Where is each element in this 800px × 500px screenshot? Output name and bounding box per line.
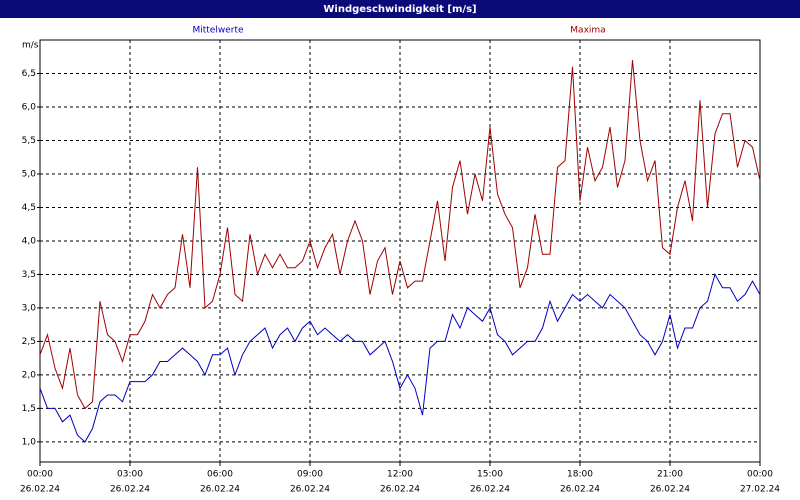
- x-tick-label: 21:00: [657, 470, 683, 480]
- y-tick-label: 1,5: [22, 404, 36, 414]
- y-tick-label: 1,0: [22, 437, 37, 447]
- title-bar: [0, 0, 800, 18]
- y-tick-label: 2,5: [22, 337, 36, 347]
- x-tick-date: 26.02.24: [560, 485, 600, 495]
- y-tick-label: 2,0: [22, 370, 37, 380]
- x-tick-date: 26.02.24: [650, 485, 690, 495]
- y-tick-label: 6,5: [22, 69, 36, 79]
- x-tick-label: 00:00: [27, 470, 53, 480]
- series-line: [39, 273, 761, 443]
- x-tick-label: 03:00: [117, 470, 143, 480]
- x-tick-label: 00:00: [747, 470, 773, 480]
- x-tick-date: 26.02.24: [380, 485, 420, 495]
- x-tick-date: 26.02.24: [200, 485, 240, 495]
- y-tick-label: 3,0: [22, 303, 37, 313]
- y-tick-label: 5,5: [22, 136, 36, 146]
- x-tick-label: 06:00: [207, 470, 233, 480]
- x-tick-date: 26.02.24: [470, 485, 510, 495]
- x-tick-date: 26.02.24: [110, 485, 150, 495]
- x-tick-label: 09:00: [297, 470, 323, 480]
- y-tick-label: 4,5: [22, 203, 36, 213]
- x-tick-label: 18:00: [567, 470, 593, 480]
- y-tick-label: 4,0: [22, 236, 37, 246]
- x-tick-label: 15:00: [477, 470, 503, 480]
- x-tick-date: 27.02.24: [740, 485, 780, 495]
- legend-entry: Mittelwerte: [192, 26, 243, 36]
- x-tick-date: 26.02.24: [290, 485, 330, 495]
- y-tick-label: 3,5: [22, 270, 36, 280]
- y-axis-label: m/s: [22, 41, 39, 51]
- series-line: [39, 60, 761, 410]
- chart-title: Windgeschwindigkeit [m/s]: [323, 4, 476, 15]
- y-tick-label: 5,0: [22, 169, 37, 179]
- x-tick-label: 12:00: [387, 470, 413, 480]
- y-tick-label: 6,0: [22, 102, 37, 112]
- x-tick-date: 26.02.24: [20, 485, 60, 495]
- legend-entry: Maxima: [570, 26, 605, 36]
